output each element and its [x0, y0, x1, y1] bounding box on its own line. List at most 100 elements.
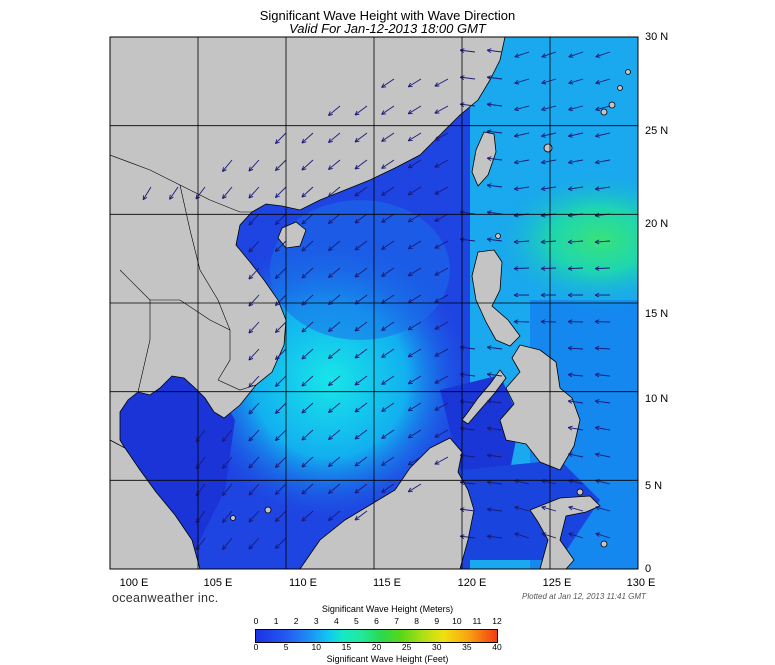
wave-arrow [595, 105, 611, 112]
lat-lon-grid [110, 37, 638, 569]
wave-arrow [514, 51, 530, 58]
islet [600, 108, 608, 116]
wave-arrow [540, 186, 557, 191]
colorbar-meter-tick: 8 [414, 616, 420, 626]
wave-arrow [595, 132, 611, 138]
wave-arrow [434, 159, 449, 168]
scs-north-zone [270, 200, 450, 340]
wave-arrow [567, 425, 584, 431]
wave-arrow [541, 51, 557, 58]
wave-arrow [381, 348, 395, 358]
lat-label-10n: 10 N [645, 393, 669, 405]
wave-arrow [407, 267, 422, 277]
wave-arrow [407, 321, 422, 331]
wave-arrow [541, 132, 557, 138]
wave-arrow [381, 186, 395, 196]
wave-arrow [486, 75, 503, 80]
wave-arrow [328, 159, 341, 170]
wave-arrow [301, 429, 314, 441]
wave-arrow [434, 402, 449, 411]
wave-arrow [513, 239, 530, 245]
wave-arrow [595, 532, 611, 539]
colorbar-meter-tick: 9 [434, 616, 440, 626]
wave-arrow [354, 105, 368, 116]
wave-arrow [568, 105, 584, 112]
wave-arrow [222, 510, 233, 523]
wave-arrow [381, 105, 395, 115]
wave-arrow [434, 456, 449, 465]
wave-arrow [567, 266, 584, 271]
wave-arrow [407, 402, 422, 412]
wave-arrow [381, 429, 395, 439]
wave-arrow [248, 483, 260, 496]
wave-arrow [594, 239, 611, 245]
wave-arrow [274, 348, 287, 361]
wave-arrow [434, 294, 449, 303]
colorbar-feet-tick: 20 [371, 642, 382, 652]
wave-arrow [594, 345, 611, 351]
islet [576, 488, 584, 496]
wave-arrow [595, 51, 611, 58]
wave-arrow [274, 510, 287, 523]
wave-arrow [486, 183, 503, 188]
plotted-timestamp: Plotted at Jan 12, 2013 11:41 GMT [522, 592, 646, 601]
wave-arrow [514, 132, 530, 138]
wave-arrow [407, 132, 422, 142]
wave-arrow [407, 186, 422, 196]
lat-label-15n: 15 N [645, 308, 669, 320]
wave-arrow [248, 186, 260, 199]
wave-arrow [328, 402, 341, 413]
wave-arrow [486, 507, 503, 512]
wave-arrow [594, 425, 611, 431]
wave-arrow [486, 237, 503, 242]
wave-arrow [274, 375, 287, 388]
wave-arrow [434, 105, 449, 114]
wave-arrow [594, 292, 611, 298]
wave-arrow [486, 156, 503, 161]
wave-arrow [513, 186, 530, 191]
wave-arrow [248, 456, 260, 469]
wave-arrow [567, 186, 584, 191]
wave-arrow [594, 159, 611, 165]
lat-label-25n: 25 N [645, 125, 669, 137]
islet [600, 540, 608, 548]
wave-arrow [301, 159, 314, 171]
wave-arrow [434, 429, 449, 438]
wave-arrow [595, 505, 611, 512]
colorbar-feet-tick: 25 [401, 642, 412, 652]
wave-arrow [301, 375, 314, 387]
wave-arrow [301, 132, 314, 144]
wave-arrow [381, 456, 395, 466]
wave-arrow [568, 78, 584, 85]
wave-arrow [513, 319, 530, 325]
wave-arrow [486, 48, 503, 53]
wave-arrow [328, 105, 341, 116]
wave-arrow [328, 321, 341, 332]
wave-arrow [301, 348, 314, 360]
colorbar-meter-tick: 6 [374, 616, 379, 626]
wave-arrow [354, 375, 368, 386]
wave-arrow [328, 348, 341, 359]
colorbar-title-feet: Significant Wave Height (Feet) [326, 654, 449, 664]
wave-arrow [541, 105, 557, 112]
wave-arrow [222, 429, 233, 442]
borneo-island [299, 437, 475, 569]
colorbar-feet-tick: 10 [311, 642, 321, 652]
wave-arrow [328, 267, 341, 278]
colorbar-meter-tick: 5 [354, 616, 359, 626]
wave-arrow [354, 510, 368, 521]
colorbar-meter-tick: 4 [333, 616, 339, 626]
wave-arrow [513, 292, 530, 298]
wave-arrow [222, 186, 233, 199]
wave-arrow [567, 319, 584, 325]
wave-arrow [274, 159, 287, 172]
colorbar-feet-tick: 35 [462, 642, 472, 652]
wave-arrow [274, 132, 287, 145]
wave-arrow [541, 78, 557, 85]
wave-arrow [567, 372, 584, 378]
wave-arrow [248, 213, 260, 226]
islet [617, 85, 623, 91]
lon-label-125e: 125 E [542, 577, 572, 589]
wave-arrow [274, 429, 287, 442]
